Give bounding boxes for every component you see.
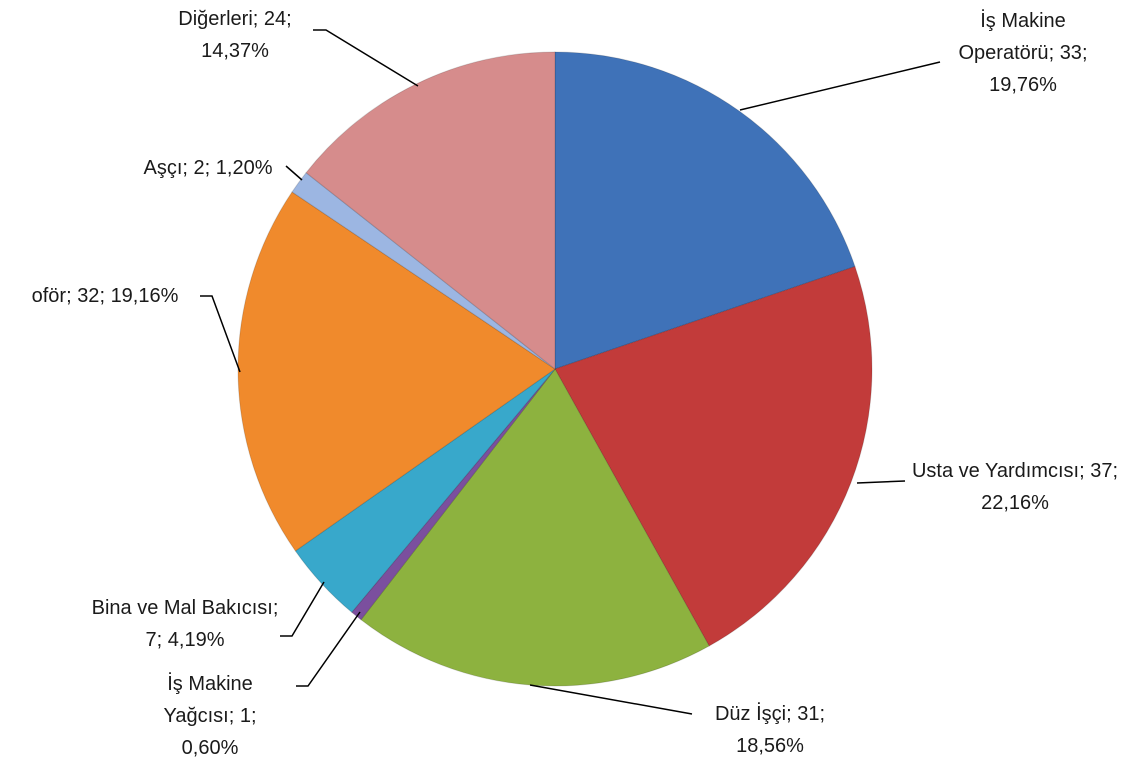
- label-separator: ;: [66, 285, 78, 307]
- label-value: 1: [239, 705, 251, 727]
- pie-slice: [554, 265, 873, 647]
- label-category: Aşçı: [143, 157, 183, 179]
- label-percentage: 0,60%: [181, 737, 239, 759]
- label-separator: ;: [1079, 460, 1091, 482]
- leader-line: [296, 611, 361, 687]
- label-separator: ;: [182, 157, 194, 179]
- label-percentage: 22,16%: [981, 492, 1049, 514]
- label-separator: ;: [250, 705, 257, 727]
- data-label: Bina ve Mal Bakıcısı; 7; 4,19%: [85, 592, 285, 656]
- label-separator: ;: [1048, 42, 1060, 64]
- label-value: 31: [797, 703, 820, 725]
- label-value: 32: [77, 285, 100, 307]
- pie-slice: [237, 191, 556, 552]
- label-value: 2: [193, 157, 205, 179]
- label-separator: ;: [1112, 460, 1119, 482]
- leader-line: [285, 165, 303, 181]
- label-separator: ;: [286, 8, 292, 30]
- label-separator: ;: [99, 285, 111, 307]
- pie-slice: [554, 51, 856, 370]
- data-label: Usta ve Yardımcısı; 37; 22,16%: [900, 455, 1122, 519]
- label-separator: ;: [156, 629, 168, 651]
- label-separator: ;: [252, 8, 264, 30]
- label-value: 37: [1090, 460, 1113, 482]
- leader-line: [200, 295, 241, 373]
- pie-slice: [291, 171, 556, 370]
- leader-line: [529, 684, 693, 715]
- label-percentage: 19,76%: [989, 74, 1057, 96]
- label-category: İş Makine Operatörü: [958, 10, 1066, 64]
- label-separator: ;: [204, 157, 216, 179]
- label-separator: ;: [228, 705, 240, 727]
- data-label: Diğerleri; 24; 14,37%: [160, 3, 310, 67]
- label-separator: ;: [1081, 42, 1088, 64]
- label-value: 7: [145, 629, 157, 651]
- label-percentage: 14,37%: [201, 40, 269, 62]
- label-percentage: 19,16%: [110, 285, 179, 307]
- label-percentage: 18,56%: [736, 735, 804, 757]
- label-separator: ;: [819, 703, 826, 725]
- label-separator: ;: [786, 703, 798, 725]
- label-category: Düz İşçi: [714, 703, 787, 725]
- data-label: Düz İşçi; 31; 18,56%: [695, 698, 845, 762]
- leader-line: [280, 581, 325, 637]
- leader-line: [739, 61, 941, 111]
- label-category: Diğerleri: [178, 8, 253, 30]
- pie-slice: [294, 368, 556, 613]
- label-percentage: 4,19%: [167, 629, 225, 651]
- label-category: İş Makine Yağcısı: [163, 673, 253, 727]
- data-label: İş Makine Operatörü; 33; 19,76%: [938, 5, 1108, 101]
- leader-line: [313, 29, 419, 87]
- data-label: Aşçı; 2; 1,20%: [128, 152, 288, 184]
- pie-slice: [305, 51, 556, 371]
- label-percentage: 1,20%: [215, 157, 273, 179]
- data-label: oför; 32; 19,16%: [0, 280, 215, 312]
- leader-line: [856, 480, 906, 484]
- label-separator: ;: [272, 597, 279, 619]
- label-category: Bina ve Mal Bakıcısı: [91, 597, 273, 619]
- data-label: İş Makine Yağcısı; 1; 0,60%: [150, 668, 270, 762]
- label-category: Usta ve Yardımcısı: [911, 460, 1080, 482]
- label-value: 33: [1059, 42, 1082, 64]
- label-value: 24: [263, 8, 287, 30]
- label-category: oför: [31, 285, 67, 307]
